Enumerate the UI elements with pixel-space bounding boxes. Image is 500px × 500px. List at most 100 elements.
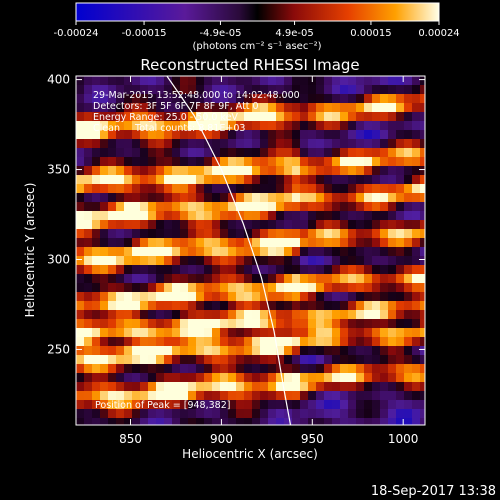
heatmap-cell — [124, 346, 133, 356]
heatmap-cell — [420, 175, 425, 185]
info-block: 29-Mar-2015 13:52:48.000 to 14:02:48.000… — [93, 90, 300, 134]
heatmap-cell — [276, 238, 285, 248]
heatmap-cell — [324, 355, 333, 365]
heatmap-cell — [140, 346, 149, 356]
heatmap-cell — [244, 76, 253, 86]
heatmap-cell — [300, 121, 309, 131]
heatmap-cell — [372, 292, 381, 302]
heatmap-cell — [220, 175, 229, 185]
heatmap-cell — [348, 112, 357, 122]
heatmap-cell — [108, 157, 117, 167]
heatmap-cell — [236, 148, 245, 158]
heatmap-cell — [172, 193, 181, 203]
heatmap-cell — [140, 112, 149, 122]
heatmap-cell — [268, 337, 277, 347]
heatmap-cell — [236, 364, 245, 374]
heatmap-cell — [108, 310, 117, 320]
heatmap-cell — [84, 337, 93, 347]
heatmap-cell — [108, 85, 117, 95]
heatmap-cell — [348, 418, 357, 425]
heatmap-cell — [252, 301, 261, 311]
heatmap-cell — [348, 247, 357, 257]
heatmap-cell — [396, 265, 405, 275]
x-tick-label: 850 — [119, 432, 142, 446]
heatmap-cell — [268, 130, 277, 140]
heatmap-cell — [324, 301, 333, 311]
heatmap-cell — [84, 175, 93, 185]
heatmap-cell — [332, 112, 341, 122]
heatmap-cell — [164, 319, 173, 329]
heatmap-cell — [300, 130, 309, 140]
heatmap-cell — [132, 346, 141, 356]
heatmap-cell — [172, 391, 181, 401]
heatmap-cell — [76, 256, 85, 266]
heatmap-cell — [180, 247, 189, 257]
heatmap-cell — [356, 391, 365, 401]
heatmap-cell — [196, 346, 205, 356]
heatmap-cell — [84, 265, 93, 275]
heatmap-cell — [332, 292, 341, 302]
heatmap-cell — [236, 130, 245, 140]
heatmap-cell — [116, 85, 125, 95]
heatmap-cell — [92, 247, 101, 257]
heatmap-cell — [420, 148, 425, 158]
heatmap-cell — [308, 364, 317, 374]
heatmap-cell — [412, 391, 421, 401]
heatmap-cell — [244, 400, 253, 410]
heatmap-cell — [260, 391, 269, 401]
heatmap-cell — [228, 400, 237, 410]
heatmap-cell — [76, 409, 85, 419]
heatmap-cell — [116, 310, 125, 320]
heatmap-cell — [316, 409, 325, 419]
heatmap-cell — [108, 103, 117, 113]
heatmap-cell — [284, 157, 293, 167]
heatmap-cell — [420, 130, 425, 140]
heatmap-cell — [196, 364, 205, 374]
heatmap-cell — [308, 175, 317, 185]
heatmap-cell — [300, 391, 309, 401]
heatmap-cell — [356, 103, 365, 113]
heatmap-cell — [300, 238, 309, 248]
heatmap-cell — [252, 265, 261, 275]
heatmap-cell — [252, 319, 261, 329]
heatmap-cell — [284, 346, 293, 356]
heatmap-cell — [92, 418, 101, 425]
heatmap-cell — [116, 130, 125, 140]
heatmap-cell — [148, 139, 157, 149]
heatmap-cell — [372, 319, 381, 329]
heatmap-cell — [212, 76, 221, 86]
heatmap-cell — [260, 337, 269, 347]
heatmap-cell — [188, 184, 197, 194]
heatmap-cell — [276, 175, 285, 185]
heatmap-cell — [364, 157, 373, 167]
heatmap-cell — [116, 175, 125, 185]
heatmap-cell — [284, 220, 293, 230]
heatmap-cell — [404, 139, 413, 149]
heatmap-cell — [124, 328, 133, 338]
heatmap-cell — [244, 85, 253, 95]
heatmap-cell — [76, 328, 85, 338]
heatmap-cell — [404, 319, 413, 329]
heatmap-cell — [156, 418, 165, 425]
heatmap-cell — [252, 310, 261, 320]
heatmap-cell — [260, 238, 269, 248]
heatmap-cell — [148, 211, 157, 221]
heatmap-cell — [388, 328, 397, 338]
heatmap-cell — [324, 139, 333, 149]
heatmap-cell — [332, 229, 341, 239]
heatmap-cell — [116, 346, 125, 356]
heatmap-cell — [420, 319, 425, 329]
heatmap-cell — [324, 319, 333, 329]
heatmap-cell — [164, 247, 173, 257]
heatmap-cell — [404, 247, 413, 257]
heatmap-cell — [364, 373, 373, 383]
heatmap-cell — [244, 157, 253, 167]
heatmap-cell — [188, 76, 197, 86]
heatmap-cell — [132, 202, 141, 212]
heatmap-cell — [148, 364, 157, 374]
heatmap-cell — [164, 103, 173, 113]
heatmap-cell — [300, 256, 309, 266]
heatmap-cell — [252, 103, 261, 113]
heatmap-cell — [92, 391, 101, 401]
heatmap-cell — [388, 292, 397, 302]
